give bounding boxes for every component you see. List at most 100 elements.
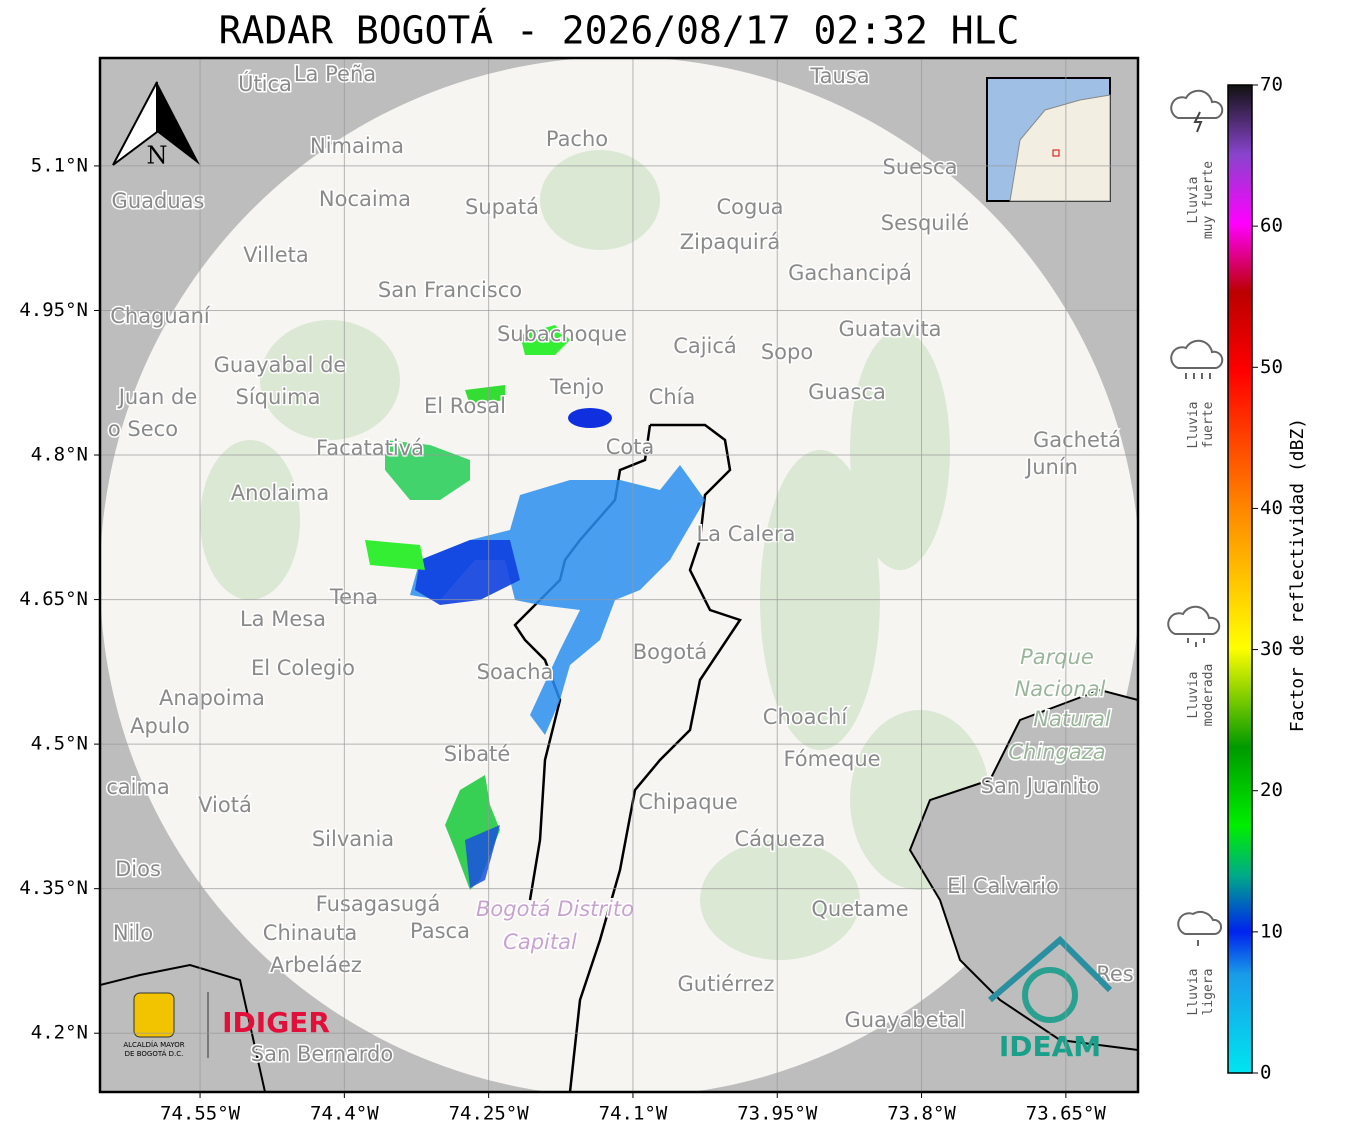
place-label: La Mesa: [240, 607, 326, 631]
weather-icons: [1167, 89, 1224, 946]
title: RADAR BOGOTÁ - 2026/08/17 02:32 HLC: [219, 9, 1020, 53]
y-tick-label: 4.8°N: [31, 444, 88, 466]
place-label: Útica: [238, 71, 292, 96]
place-label: Silvania: [312, 827, 394, 851]
place-label: Bogotá: [633, 640, 708, 664]
place-labels: Útica La Peña Tausa Pacho Nimaima Suesca Guadu…: [105, 61, 1136, 1068]
place-label: caima: [106, 775, 170, 799]
y-tick-label: 4.35°N: [19, 877, 88, 899]
place-label: Chipaque: [638, 790, 738, 814]
inset-marker: [1052, 149, 1060, 157]
place-label: Guayabetal: [845, 1008, 966, 1032]
place-label: Suesca: [883, 155, 958, 179]
place-label: Guayabal de: [214, 353, 347, 377]
ideam-logo: IDEAM: [999, 1030, 1101, 1063]
place-label: Junín: [1024, 455, 1078, 479]
place-label: Facatativá: [316, 436, 424, 460]
place-label: Anapoima: [159, 686, 265, 710]
legend-label: ligera: [1201, 969, 1216, 1016]
place-label: Dios: [115, 857, 161, 881]
region-border: [100, 963, 266, 1092]
place-label: Pacho: [546, 127, 608, 151]
x-tick-label: 73.65°W: [1026, 1103, 1107, 1125]
place-label: San Juanito: [981, 774, 1100, 798]
colorbar-tick-label: 10: [1260, 920, 1283, 942]
place-label: Zipaquirá: [680, 230, 780, 254]
legend-label: Lluvia: [1186, 402, 1201, 449]
place-label: El Rosal: [424, 394, 506, 418]
colorbar-tick-label: 0: [1260, 1062, 1271, 1084]
colorbar: [1227, 84, 1253, 1074]
park-label: Parque: [1020, 645, 1094, 669]
x-tick-label: 73.8°W: [887, 1103, 956, 1125]
y-tick-label: 4.95°N: [19, 299, 88, 321]
place-label: Guasca: [808, 380, 886, 404]
place-label: Sesquilé: [881, 211, 969, 235]
place-label: Tena: [329, 585, 378, 609]
place-label: Anolaima: [231, 481, 329, 505]
place-label: Tenjo: [549, 375, 604, 399]
colorbar-tick-label: 60: [1260, 215, 1283, 237]
colorbar-label: Factor de reflectividad (dBZ): [1287, 418, 1308, 732]
place-label: El Colegio: [251, 656, 355, 680]
ideam-roof: [988, 935, 1113, 1003]
x-tick-label: 74.1°W: [599, 1103, 668, 1125]
x-tick-label: 74.55°W: [160, 1103, 241, 1125]
place-label: Sopo: [761, 340, 813, 364]
place-label: Fómeque: [783, 747, 880, 771]
place-label: Nilo: [113, 921, 153, 945]
inset-land: [1009, 94, 1111, 202]
logo-text: ALCALDÍA MAYOR: [123, 1040, 184, 1049]
place-label: Arbeláez: [270, 953, 362, 977]
colorbar-tick-label: 50: [1260, 356, 1283, 378]
place-label: Supatá: [465, 195, 539, 219]
place-label: Subachoque: [497, 322, 627, 346]
place-label: La Peña: [294, 62, 376, 86]
place-label: Apulo: [130, 714, 190, 738]
colorbar-tick-label: 40: [1260, 497, 1283, 519]
legend-label: Lluvia: [1186, 969, 1201, 1016]
place-label: Chía: [649, 385, 696, 409]
legend-label: Lluvia: [1186, 672, 1201, 719]
y-tick-label: 5.1°N: [31, 154, 88, 176]
place-label: Chinauta: [263, 921, 357, 945]
legend-label: moderada: [1201, 664, 1216, 727]
legend-label: fuerte: [1201, 401, 1216, 448]
place-label: Tausa: [809, 64, 869, 88]
place-label: Chaguaní: [110, 304, 211, 328]
legend-label: Lluvia: [1186, 177, 1201, 224]
park-label: Natural: [1033, 707, 1111, 731]
x-tick-label: 73.95°W: [737, 1103, 818, 1125]
colorbar-tick-label: 20: [1260, 779, 1283, 801]
ideam-swirl: [1022, 967, 1078, 1023]
district-label: Bogotá Distrito: [476, 897, 634, 921]
place-label: Cota: [606, 435, 655, 459]
place-label: San Francisco: [378, 278, 522, 302]
place-label: Nocaima: [319, 187, 411, 211]
legend-label: muy fuerte: [1201, 161, 1216, 239]
colorbar-tick-label: 30: [1260, 638, 1283, 660]
place-label: Nimaima: [310, 134, 404, 158]
district-label: Capital: [503, 930, 577, 954]
y-tick-label: 4.5°N: [31, 733, 88, 755]
place-label: Fusagasugá: [316, 892, 441, 916]
place-label: Gachetá: [1033, 428, 1121, 452]
park-label: Nacional: [1015, 677, 1106, 701]
colorbar-tick-label: 70: [1260, 74, 1283, 96]
north-arrow: [157, 82, 200, 165]
place-label: La Calera: [696, 522, 795, 546]
north-label: N: [147, 142, 168, 170]
place-label: El Calvario: [947, 874, 1059, 898]
place-label: San Bernardo: [251, 1042, 393, 1066]
y-tick-label: 4.2°N: [31, 1022, 88, 1044]
place-label: Sibaté: [444, 742, 511, 766]
idiger-logo: IDIGER: [222, 1006, 330, 1039]
place-label: Cogua: [716, 195, 783, 219]
place-label: Quetame: [811, 897, 908, 921]
place-label: Villeta: [243, 243, 308, 267]
map: Útica La Peña Tausa Pacho Nimaima Suesca Guadu…: [100, 58, 1138, 1092]
place-label: Gachancipá: [788, 261, 912, 285]
place-label: Guaduas: [112, 189, 205, 213]
place-label: Síquima: [236, 385, 321, 409]
